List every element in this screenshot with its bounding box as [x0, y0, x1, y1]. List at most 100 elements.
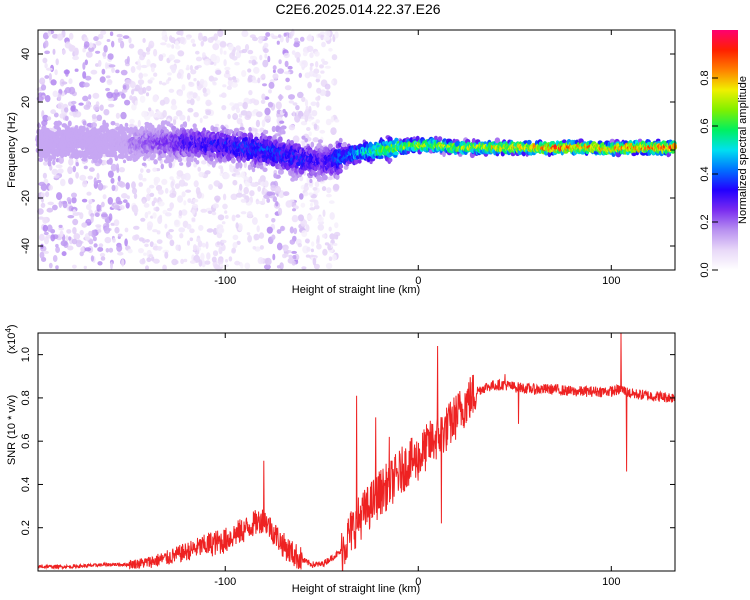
spectrogram-cell [81, 125, 86, 132]
spectrogram-cell [177, 157, 183, 163]
spectrogram-cell [74, 125, 79, 130]
spectrogram-cell [60, 178, 66, 187]
spectrogram-cell [146, 257, 152, 263]
spectrogram-cell [339, 164, 344, 169]
spectrogram-cell [204, 260, 211, 265]
spectrogram-cell [107, 197, 114, 205]
spectrogram-cell [67, 166, 73, 175]
spectrogram-cell [271, 218, 276, 223]
spectrogram-cell [306, 214, 313, 221]
spectrogram-cell [308, 131, 312, 136]
spectrogram-cell [252, 36, 258, 42]
spectrogram-cell [215, 123, 220, 127]
spectrogram-cell [150, 77, 155, 81]
spectrogram-cell [115, 112, 120, 119]
spectrogram-cell [152, 229, 158, 233]
spectrogram-cell [322, 248, 328, 256]
spectrogram-cell [243, 186, 249, 195]
spectrogram-cell [238, 162, 243, 169]
spectrogram-cell [88, 200, 92, 205]
spectrogram-cell [292, 111, 296, 117]
spectrogram-cell [55, 243, 59, 248]
spectrogram-cell [142, 51, 147, 58]
spectrogram-cell [183, 172, 191, 181]
spectrogram-cell [306, 127, 311, 131]
spectrogram-cell [300, 202, 306, 208]
spectrogram-cell [42, 114, 49, 122]
spectrogram-cell [292, 254, 297, 260]
spectrogram-cell [306, 35, 313, 42]
spectrogram-cell [52, 255, 58, 262]
spectrogram-cell [310, 101, 317, 107]
spectrogram-cell [206, 228, 214, 233]
spectrogram-cell [52, 90, 59, 98]
spectrogram-cell [221, 221, 226, 225]
spectrogram-cell [161, 35, 169, 41]
spectrogram-cell [267, 101, 274, 108]
spectrogram-cell [62, 200, 68, 209]
spectrogram-cell [133, 88, 139, 92]
spectrogram-cell [129, 118, 135, 124]
spectrogram-cell [88, 230, 93, 236]
spectrogram-cell [100, 30, 107, 35]
spectrogram-cell [82, 62, 86, 70]
spectrogram-cell [217, 227, 225, 234]
spectrogram-cell [244, 262, 251, 270]
spectrogram-cell [114, 89, 119, 94]
spectrogram-cell [126, 56, 130, 64]
spectrogram-cell [272, 73, 279, 80]
spectrogram-cell [195, 160, 200, 165]
spectrogram-cell [198, 224, 204, 231]
spectrogram-cell [72, 218, 79, 226]
spectrogram-cell [272, 69, 276, 73]
spectrogram-cell [202, 115, 209, 119]
spectrogram-cell [50, 79, 57, 86]
spectrogram-cell [50, 109, 57, 115]
spectrogram-cell [319, 129, 326, 134]
spectrogram-cell [79, 251, 84, 257]
spectrogram-cell [152, 212, 157, 219]
spectrogram-cell [250, 98, 257, 104]
spectrogram-cell [232, 242, 238, 249]
spectrogram-cell [68, 32, 74, 40]
spectrogram-cell [186, 99, 191, 104]
spectrogram-cell [148, 254, 154, 258]
spectrogram-cell [317, 224, 325, 231]
spectrogram-cell [320, 145, 324, 150]
spectrogram-cell [92, 236, 97, 242]
spectrogram-cell [257, 257, 264, 265]
spectrogram-cell [241, 70, 247, 77]
spectrogram-cell [260, 99, 266, 105]
spectrogram-cell [215, 69, 222, 75]
spectrogram-cell [191, 203, 199, 209]
spectrogram-cell [67, 245, 74, 251]
spectrogram-cell [302, 51, 308, 57]
spectrogram-cell [283, 191, 290, 197]
spectrogram-cell [229, 102, 235, 106]
spectrogram-cell [82, 157, 88, 162]
spectrogram-cell [231, 214, 236, 222]
spectrogram-cell [142, 73, 148, 77]
spectrogram-cell [331, 54, 338, 61]
spectrogram-cell [301, 230, 308, 238]
spectrogram-cell [157, 216, 163, 224]
spectrogram-cell [175, 110, 183, 117]
spectrogram-cell [42, 224, 48, 232]
spectrogram-cell [248, 59, 253, 64]
spectrogram-cell [91, 122, 97, 128]
spectrogram-cell [121, 193, 128, 199]
spectrogram-cell [101, 213, 108, 218]
spectrogram-cell [245, 110, 252, 119]
spectrogram-cell [247, 68, 252, 73]
spectrogram-cell [321, 233, 327, 239]
spectrogram-cell [171, 258, 178, 266]
spectrogram-cell [315, 78, 320, 83]
spectrogram-cell [211, 211, 217, 216]
spectrogram-cell [117, 37, 123, 42]
spectrogram-cell [101, 201, 105, 208]
spectrogram-cell [262, 59, 269, 68]
spectrogram-cell [291, 50, 296, 55]
spectrogram-cell [330, 127, 337, 135]
spectrogram-cell [124, 122, 129, 128]
spectrogram-cell [147, 225, 153, 231]
